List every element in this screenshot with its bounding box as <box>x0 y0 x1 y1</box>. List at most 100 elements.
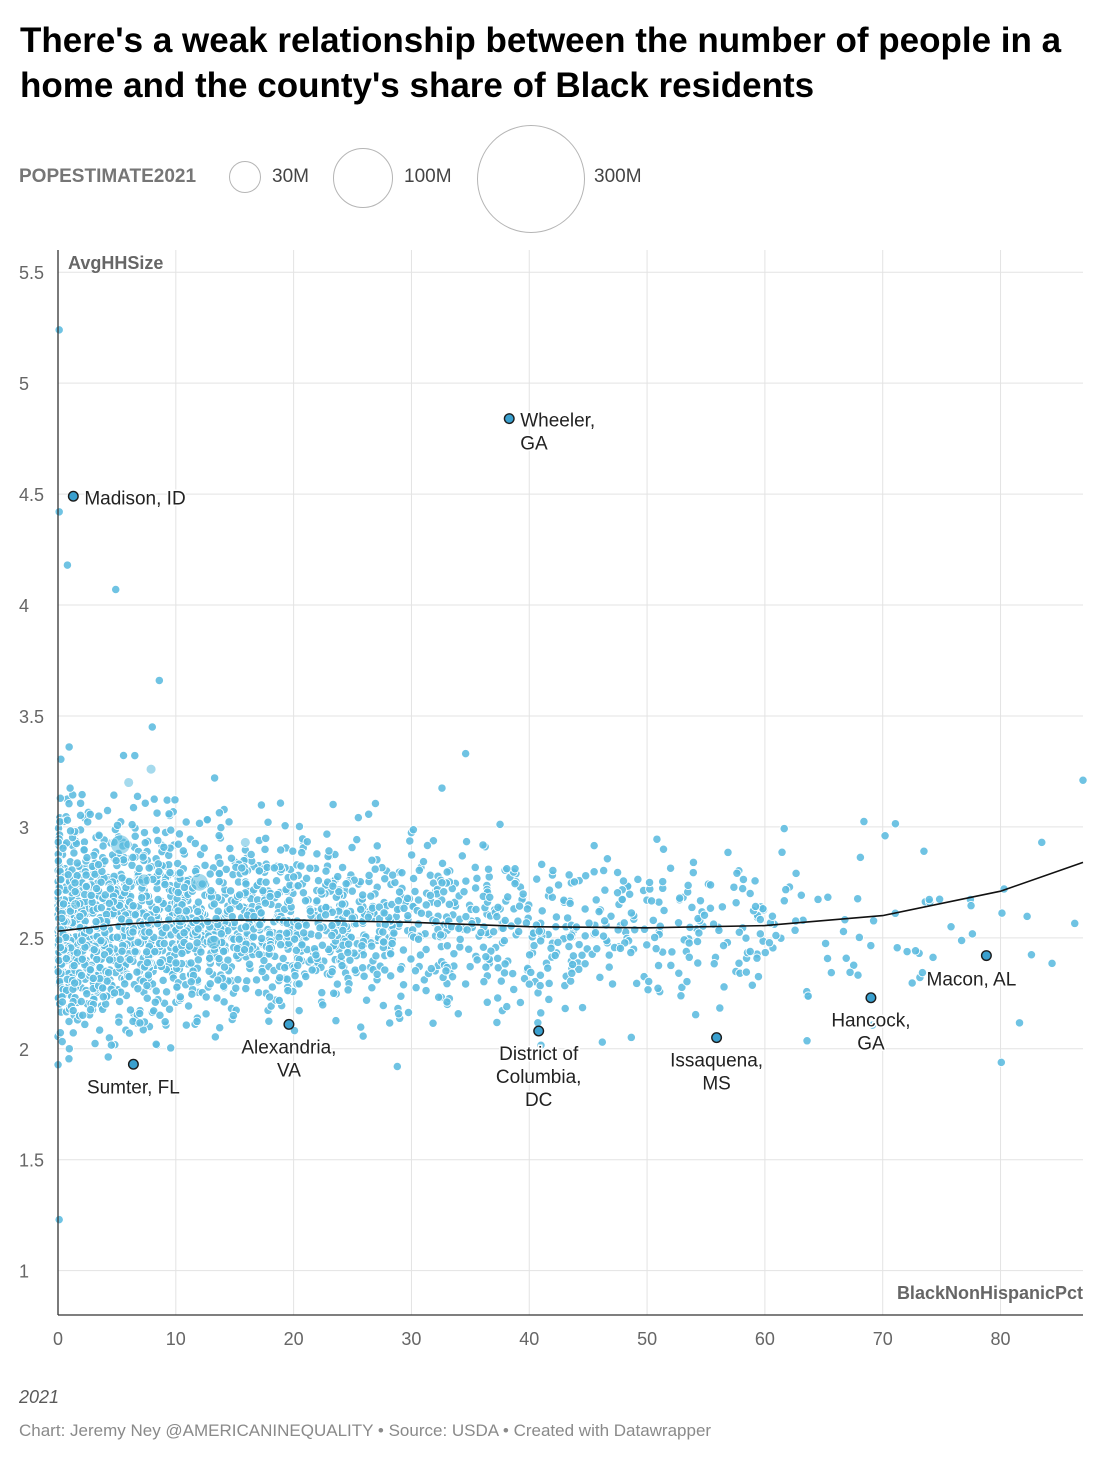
data-point <box>124 971 134 982</box>
data-point <box>580 904 590 914</box>
data-point <box>160 879 170 890</box>
data-point <box>328 881 338 891</box>
highlight-point <box>67 490 79 502</box>
data-point <box>618 876 629 886</box>
data-point <box>301 971 311 982</box>
data-point <box>633 874 643 885</box>
data-point <box>534 926 544 936</box>
data-point <box>791 868 801 879</box>
data-point <box>259 955 269 966</box>
data-point <box>105 884 116 894</box>
data-point <box>461 876 471 886</box>
data-point <box>276 940 286 950</box>
data-point <box>321 910 331 920</box>
x-tick-label: 30 <box>401 1329 421 1349</box>
data-point <box>234 934 244 944</box>
data-point <box>231 983 241 993</box>
data-point <box>215 858 225 868</box>
data-point <box>577 1002 588 1013</box>
data-point <box>699 910 710 920</box>
data-point <box>853 970 863 980</box>
data-point <box>202 917 213 927</box>
data-point <box>81 870 91 880</box>
data-point <box>419 975 429 985</box>
data-point <box>648 915 658 925</box>
data-point <box>890 819 901 829</box>
data-point <box>64 742 74 752</box>
data-point <box>867 1020 878 1030</box>
data-point <box>172 982 182 992</box>
data-point <box>359 971 369 981</box>
data-point <box>175 868 185 878</box>
data-point <box>478 942 489 952</box>
data-point <box>422 840 433 851</box>
data-point <box>461 836 472 847</box>
data-point <box>565 932 575 942</box>
data-point <box>142 993 152 1003</box>
y-tick-label: 2.5 <box>19 929 44 949</box>
data-point <box>305 863 315 873</box>
data-point <box>1014 1018 1025 1028</box>
data-point <box>644 976 654 987</box>
data-point <box>76 970 87 981</box>
data-point <box>741 967 752 977</box>
data-point <box>364 870 374 881</box>
data-point <box>343 939 354 949</box>
data-point <box>508 968 518 979</box>
data-point <box>476 927 486 938</box>
data-point <box>389 928 399 938</box>
data-point <box>394 1009 404 1019</box>
data-point <box>535 970 546 980</box>
data-point <box>215 1023 225 1033</box>
data-point <box>192 938 202 948</box>
data-point <box>173 839 183 849</box>
y-tick-label: 3.5 <box>19 707 44 727</box>
data-point <box>425 890 435 901</box>
data-point <box>919 846 929 856</box>
data-point <box>283 985 293 996</box>
large-data-point <box>239 836 251 848</box>
x-tick-label: 60 <box>755 1329 775 1349</box>
data-point <box>109 988 120 998</box>
data-point <box>522 904 533 914</box>
data-point <box>694 928 704 938</box>
data-point <box>91 917 101 927</box>
data-point <box>173 906 183 916</box>
data-point <box>78 1010 88 1020</box>
highlight-label: Madison, ID <box>84 488 185 509</box>
data-point <box>437 878 447 888</box>
data-point <box>70 886 80 897</box>
data-point <box>150 946 160 957</box>
data-point <box>151 986 161 996</box>
data-point <box>155 1010 165 1020</box>
data-point <box>499 968 510 978</box>
large-data-point <box>70 899 82 910</box>
data-point <box>615 943 626 954</box>
data-point <box>485 892 495 902</box>
data-point <box>745 946 755 957</box>
data-point <box>264 1016 274 1026</box>
data-point <box>68 1028 78 1038</box>
data-point <box>683 880 693 890</box>
highlight-label: Hancock, GA <box>831 1011 910 1055</box>
data-point <box>1037 837 1047 848</box>
data-point <box>302 837 312 847</box>
data-point <box>118 750 129 761</box>
x-tick-label: 80 <box>991 1329 1011 1349</box>
data-point <box>289 872 299 882</box>
data-point <box>293 960 303 971</box>
data-point <box>779 823 789 834</box>
data-point <box>493 963 503 973</box>
data-point <box>130 910 140 920</box>
data-point <box>172 858 183 869</box>
data-point <box>190 838 200 849</box>
data-point <box>256 933 267 944</box>
data-point <box>802 1036 812 1046</box>
data-point <box>734 927 744 937</box>
data-point <box>114 1017 124 1027</box>
y-tick-label: 1.5 <box>19 1151 44 1171</box>
highlight-point <box>711 1032 723 1044</box>
data-point <box>537 859 547 870</box>
data-point <box>311 950 321 960</box>
large-data-point <box>174 913 187 927</box>
